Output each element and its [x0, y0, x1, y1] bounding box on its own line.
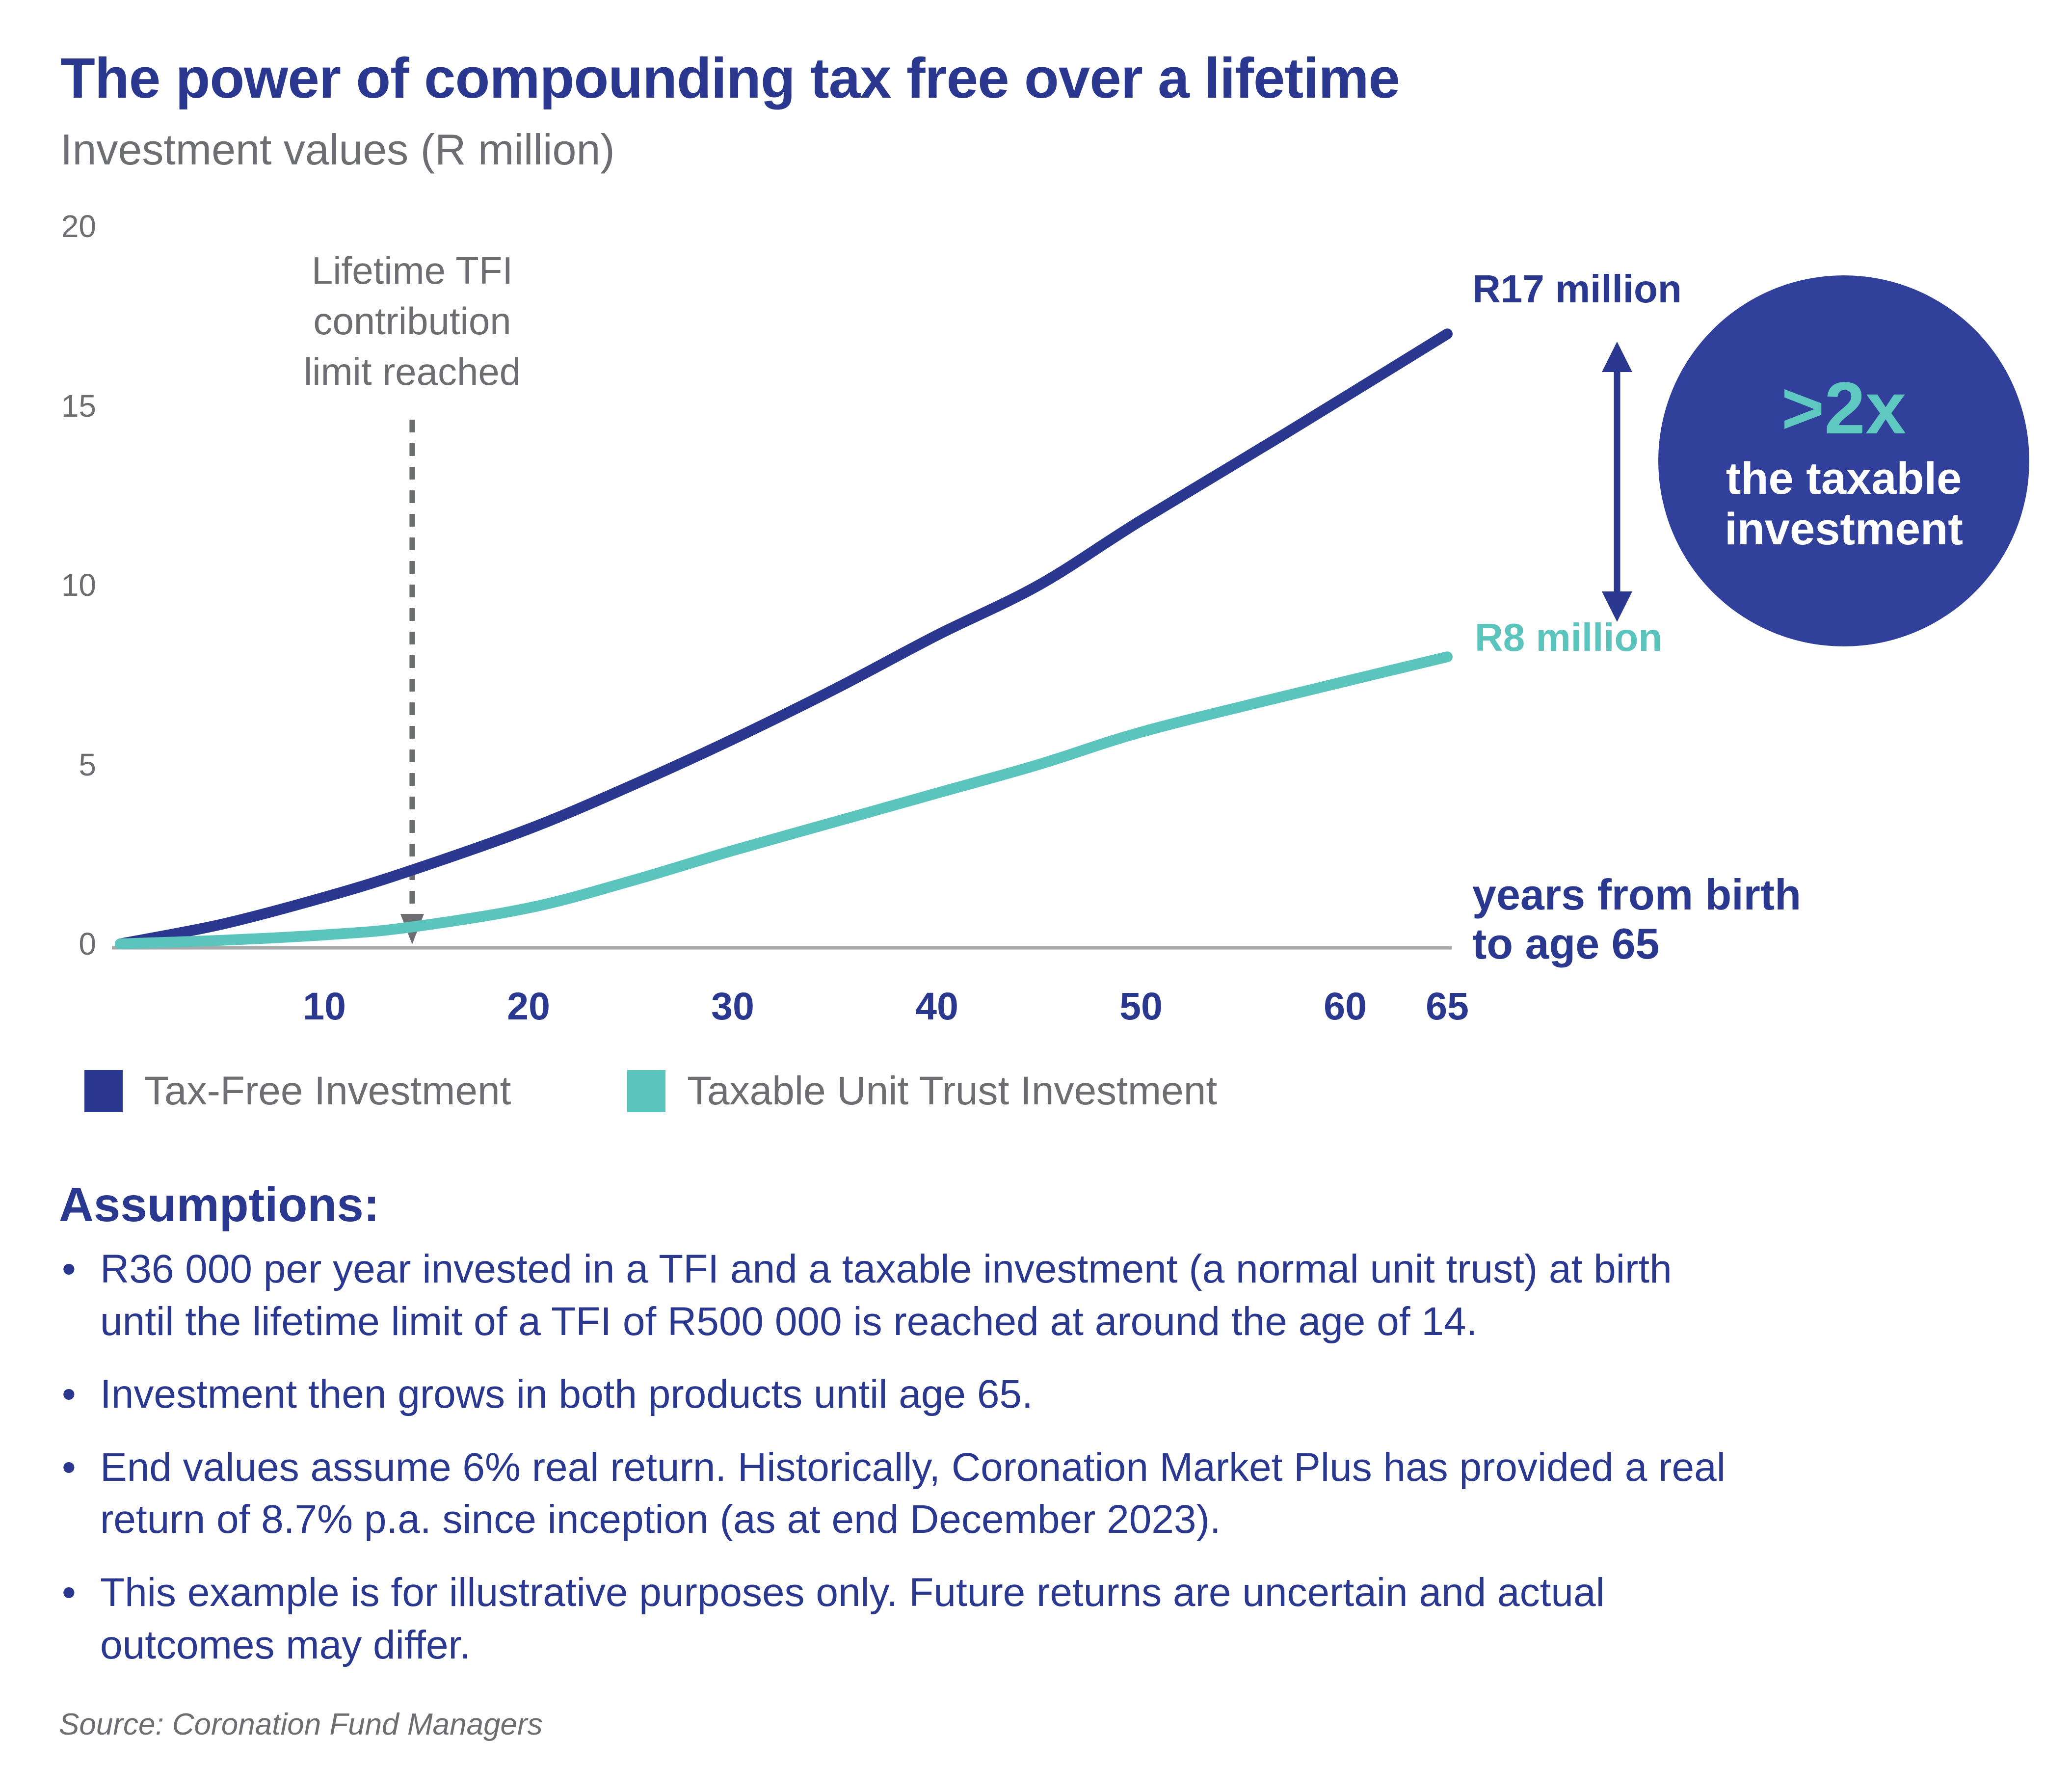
assumption-text: End values assume 6% real return. Histor… [100, 1444, 1726, 1542]
curve-tax-free [115, 328, 1453, 949]
x-tick-label: 40 [915, 984, 958, 1028]
assumptions-heading: Assumptions: [59, 1177, 380, 1231]
curve-taxable [115, 651, 1453, 949]
assumption-item: • Investment then grows in both products… [59, 1368, 1727, 1421]
multiplier-badge: >2x the taxable investment [1658, 275, 2029, 646]
page-title: The power of compounding tax free over a… [60, 46, 1400, 110]
taxable-legend-label: Taxable Unit Trust Investment [687, 1069, 1218, 1113]
limit-annotation-line1: Lifetime TFI [311, 249, 513, 292]
x-tick-label: 65 [1426, 984, 1469, 1028]
taxable-swatch [627, 1070, 665, 1112]
x-axis-title-line2: to age 65 [1472, 919, 1660, 968]
x-tick-label: 10 [303, 984, 346, 1028]
x-tick-label: 50 [1119, 984, 1163, 1028]
legend-item-tax-free: Tax-Free Investment [84, 1070, 511, 1112]
y-tick-label: 0 [79, 926, 96, 962]
assumption-text: R36 000 per year invested in a TFI and a… [100, 1247, 1672, 1344]
bullet-marker: • [62, 1570, 76, 1615]
y-tick-label: 10 [61, 567, 96, 603]
x-tick-label: 30 [711, 984, 754, 1028]
tax-free-swatch [84, 1070, 123, 1112]
assumptions-list: • R36 000 per year invested in a TFI and… [59, 1243, 1727, 1692]
limit-annotation-line2: contribution [313, 299, 511, 343]
assumption-item: • End values assume 6% real return. Hist… [59, 1442, 1727, 1546]
y-tick-label: 5 [79, 747, 96, 782]
x-tick-label: 20 [507, 984, 550, 1028]
tax-free-end-value-label: R17 million [1472, 267, 1682, 311]
multiplier-value: >2x [1781, 367, 1907, 449]
x-axis-title: years from birth to age 65 [1472, 870, 1801, 969]
multiplier-caption-line2: investment [1725, 504, 1963, 555]
tax-free-legend-label: Tax-Free Investment [144, 1069, 511, 1113]
chart-subtitle: Investment values (R million) [60, 125, 615, 174]
arrow-down-icon [1602, 591, 1632, 622]
limit-annotation-line3: limit reached [303, 349, 521, 393]
x-tick-label: 60 [1324, 984, 1367, 1028]
limit-annotation: Lifetime TFI contribution limit reached [240, 245, 584, 397]
assumption-item: • R36 000 per year invested in a TFI and… [59, 1243, 1727, 1348]
arrow-up-icon [1602, 342, 1632, 372]
taxable-end-value-label: R8 million [1475, 615, 1663, 659]
assumption-text: Investment then grows in both products u… [100, 1372, 1033, 1417]
y-tick-label: 15 [61, 388, 96, 424]
y-tick-label: 20 [61, 209, 96, 244]
bullet-marker: • [62, 1444, 76, 1490]
source-note: Source: Coronation Fund Managers [59, 1708, 543, 1741]
bullet-marker: • [62, 1247, 76, 1291]
bullet-marker: • [62, 1372, 76, 1417]
assumption-item: • This example is for illustrative purpo… [59, 1567, 1727, 1671]
assumption-text: This example is for illustrative purpose… [100, 1570, 1605, 1667]
legend-item-taxable: Taxable Unit Trust Investment [627, 1070, 1217, 1112]
multiplier-caption-line1: the taxable [1726, 454, 1962, 504]
x-axis-title-line1: years from birth [1472, 870, 1801, 919]
